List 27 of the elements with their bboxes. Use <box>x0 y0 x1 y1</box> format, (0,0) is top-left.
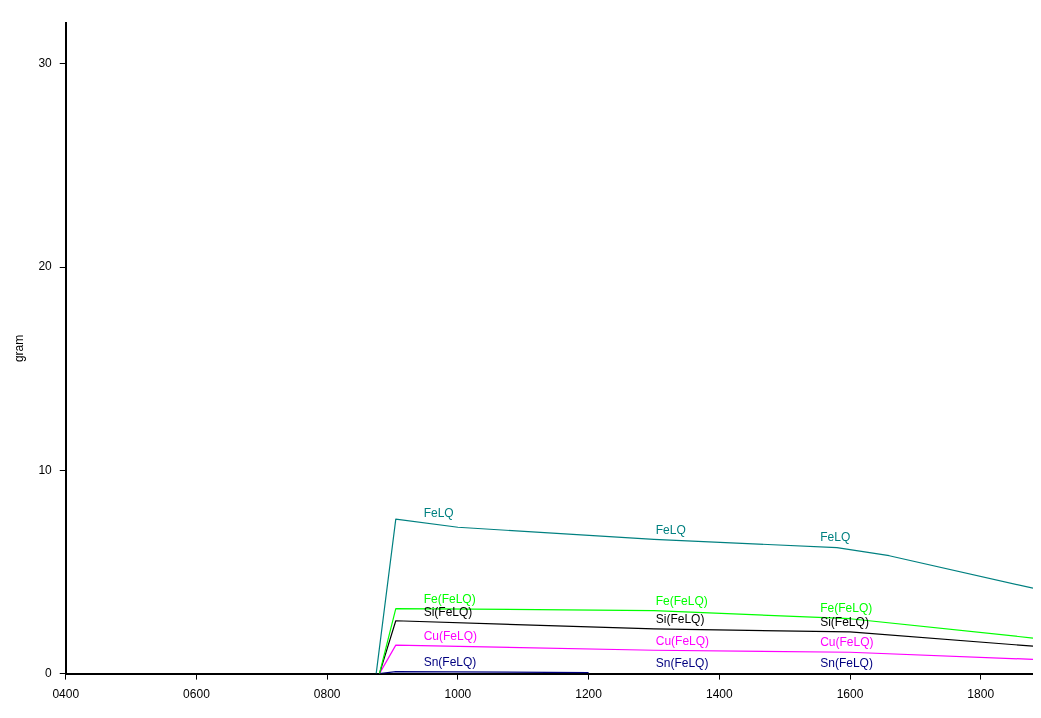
text: FeLQ <box>655 522 686 537</box>
y-tick-label: 20 <box>38 259 53 274</box>
y-axis-title: gram <box>11 334 26 363</box>
text: Sn(FeLQ) <box>655 655 709 670</box>
x-tick-label: 1800 <box>967 687 995 702</box>
x-tick-label: 0800 <box>313 687 341 702</box>
text: Fe(FeLQ) <box>423 592 476 607</box>
y-tick-label: 0 <box>45 665 53 680</box>
series-label: Sn(FeLQ) <box>423 655 477 670</box>
x-tick-label: 1000 <box>444 687 472 702</box>
text: Cu(FeLQ) <box>655 633 710 648</box>
series-label: Fe(FeLQ) <box>820 600 873 615</box>
series-label: FeLQ <box>423 506 454 521</box>
text: Si(FeLQ) <box>655 612 705 627</box>
x-tick-label: 1400 <box>705 687 733 702</box>
x-tick-label: 0600 <box>183 687 211 702</box>
y-tick-label: 30 <box>38 56 53 71</box>
y-tick-label: 10 <box>38 462 53 477</box>
x-tick-label: 0400 <box>52 687 80 702</box>
series-label: Cu(FeLQ) <box>423 629 477 644</box>
text: Sn(FeLQ) <box>820 655 873 670</box>
text: FeLQ <box>820 530 851 545</box>
x-tick-label: 1200 <box>575 687 603 702</box>
text: Cu(FeLQ) <box>820 635 874 650</box>
x-tick-label: 1600 <box>836 687 864 702</box>
series-label: Si(FeLQ) <box>820 614 869 629</box>
text: Fe(FeLQ) <box>655 593 708 608</box>
